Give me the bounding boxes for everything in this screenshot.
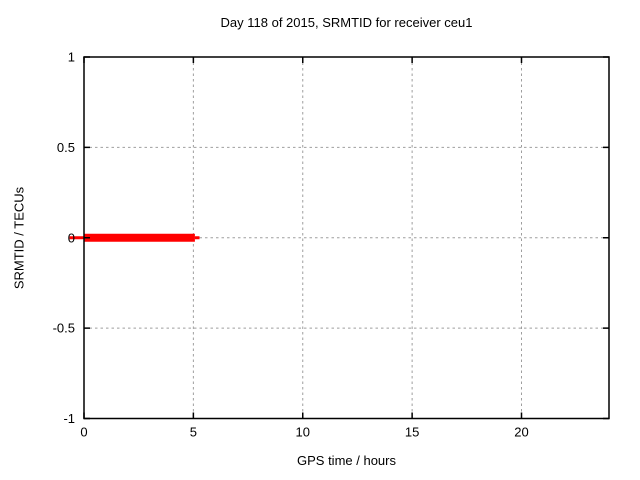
y-tick-label: -1 <box>63 411 75 426</box>
x-axis-label: GPS time / hours <box>297 453 396 468</box>
y-tick-label: 0 <box>68 230 75 245</box>
y-tick-label: 0.5 <box>57 140 75 155</box>
x-tick-label: 20 <box>514 425 528 440</box>
y-tick-label: -0.5 <box>53 321 75 336</box>
y-tick-label: 1 <box>68 50 75 65</box>
x-tick-label: 15 <box>405 425 419 440</box>
x-tick-label: 10 <box>296 425 310 440</box>
x-tick-label: 5 <box>190 425 197 440</box>
x-tick-label: 0 <box>80 425 87 440</box>
chart-title: Day 118 of 2015, SRMTID for receiver ceu… <box>220 15 473 30</box>
